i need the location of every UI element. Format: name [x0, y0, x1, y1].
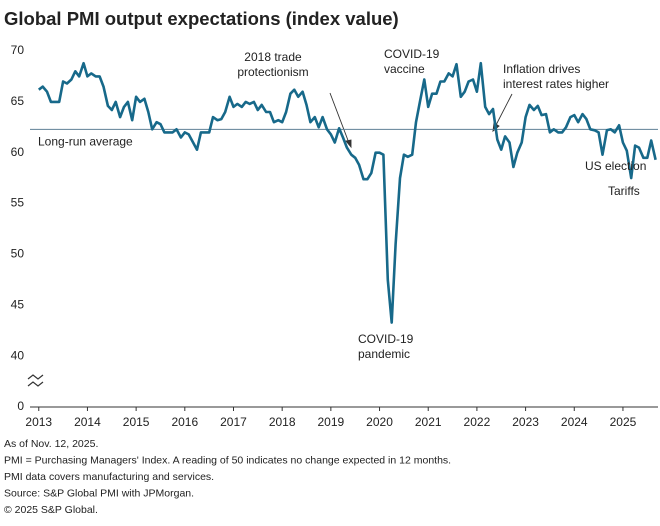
annotation: US election	[585, 159, 646, 173]
annotation: Tariffs	[608, 184, 640, 198]
y-tick-label: 60	[11, 145, 25, 159]
footnote: PMI = Purchasing Managers' Index. A read…	[4, 454, 451, 466]
x-tick-label: 2020	[366, 415, 393, 429]
x-tick-label: 2018	[269, 415, 296, 429]
annotation: Inflation drives	[503, 62, 580, 76]
y-tick-label: 40	[11, 348, 25, 362]
y-tick-label: 50	[11, 247, 25, 261]
reference-label: Long-run average	[38, 134, 133, 148]
footnote: Source: S&P Global PMI with JPMorgan.	[4, 487, 194, 499]
break-mark	[27, 374, 44, 380]
x-tick-label: 2016	[171, 415, 198, 429]
annotation: 2018 trade	[244, 50, 302, 64]
chart-title: Global PMI output expectations (index va…	[4, 8, 399, 29]
x-tick-label: 2022	[464, 415, 491, 429]
footnote: © 2025 S&P Global.	[4, 504, 98, 516]
data-line	[37, 61, 657, 324]
break-mark	[27, 381, 44, 387]
x-tick-label: 2019	[318, 415, 345, 429]
y-tick-label: 70	[11, 43, 25, 57]
x-tick-label: 2015	[123, 415, 150, 429]
annotation: interest rates higher	[503, 77, 609, 91]
annotation: protectionism	[237, 65, 308, 79]
x-tick-label: 2013	[25, 415, 52, 429]
x-tick-label: 2023	[512, 415, 539, 429]
footnote: PMI data covers manufacturing and servic…	[4, 471, 214, 483]
annotation: COVID-19	[384, 47, 440, 61]
x-tick-label: 2017	[220, 415, 247, 429]
x-tick-label: 2025	[610, 415, 637, 429]
x-tick-label: 2021	[415, 415, 442, 429]
y-tick-label: 45	[11, 297, 25, 311]
annotation: COVID-19	[358, 332, 414, 346]
y-tick-label: 0	[17, 399, 24, 413]
footnote: As of Nov. 12, 2025.	[4, 438, 98, 450]
annotation: vaccine	[384, 62, 425, 76]
arrow-head	[345, 139, 352, 149]
x-tick-label: 2014	[74, 415, 101, 429]
y-tick-label: 55	[11, 196, 25, 210]
x-tick-label: 2024	[561, 415, 588, 429]
y-tick-label: 65	[11, 94, 25, 108]
annotation: pandemic	[358, 347, 410, 361]
annotation-arrow	[494, 93, 513, 128]
axis-break	[27, 374, 44, 387]
annotation-arrow	[329, 92, 350, 144]
